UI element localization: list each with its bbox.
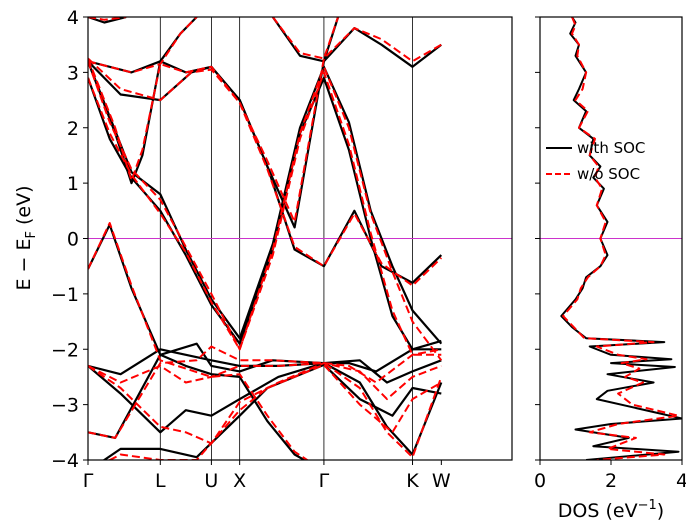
y-tick-label: 0 — [67, 229, 79, 251]
dos-curves — [560, 17, 682, 460]
band-wo-soc — [272, 17, 340, 60]
band-wo-soc — [88, 58, 442, 287]
band-wo-soc — [88, 222, 309, 460]
band-wo-soc — [88, 27, 442, 223]
band-wo-soc — [88, 17, 127, 21]
y-axis-ticks: −4 −3 −2 −1 0 1 2 3 4 — [51, 7, 88, 472]
band-wo-soc — [88, 345, 442, 439]
band-wo-soc — [88, 362, 443, 459]
kpoint-label: Γ — [319, 470, 330, 492]
band-wo-soc — [88, 17, 198, 74]
band-wo-soc — [107, 363, 442, 460]
kpoint-label: L — [155, 470, 166, 492]
legend-label: w/o SOC — [577, 165, 640, 183]
y-tick-label: 1 — [67, 173, 79, 195]
band-with-soc — [88, 359, 442, 434]
kpoint-label: Γ — [83, 470, 94, 492]
y-tick-label: −1 — [51, 284, 79, 306]
dos-x-tick-label: 0 — [534, 470, 546, 492]
band-curves — [88, 17, 443, 460]
dos-with-soc — [560, 17, 682, 460]
band-wo-soc — [88, 362, 442, 445]
y-tick-label: −4 — [51, 450, 79, 472]
band-with-soc — [88, 17, 198, 74]
dos-x-axis-label: DOS (eV−1) — [558, 498, 664, 522]
y-axis-label: E − EF (eV) — [13, 185, 39, 290]
dos-wo-soc — [562, 17, 680, 460]
band-wo-soc — [88, 60, 443, 361]
y-tick-label: 2 — [67, 118, 79, 140]
kpoint-label: U — [204, 470, 218, 492]
dos-x-tick-label: 2 — [605, 470, 617, 492]
band-with-soc — [88, 27, 442, 229]
y-tick-label: −2 — [51, 339, 79, 361]
band-with-soc — [88, 60, 443, 345]
dos-x-tick-label: 4 — [676, 470, 686, 492]
kpoint-label: K — [406, 470, 419, 492]
kpoint-label: X — [233, 470, 246, 492]
y-tick-label: −3 — [51, 395, 79, 417]
kpoint-label: W — [432, 470, 451, 492]
y-tick-label: 3 — [67, 62, 79, 84]
legend: with SOC w/o SOC — [546, 139, 645, 183]
dos-panel: 0 2 4 DOS (eV−1) with SOC w/o SOC — [534, 16, 686, 522]
band-wo-soc — [88, 71, 442, 356]
y-tick-label: 4 — [67, 7, 79, 29]
dos-x-axis-ticks: 0 2 4 — [534, 460, 686, 492]
legend-label: with SOC — [577, 139, 645, 157]
dos-y-ticks — [535, 16, 540, 461]
